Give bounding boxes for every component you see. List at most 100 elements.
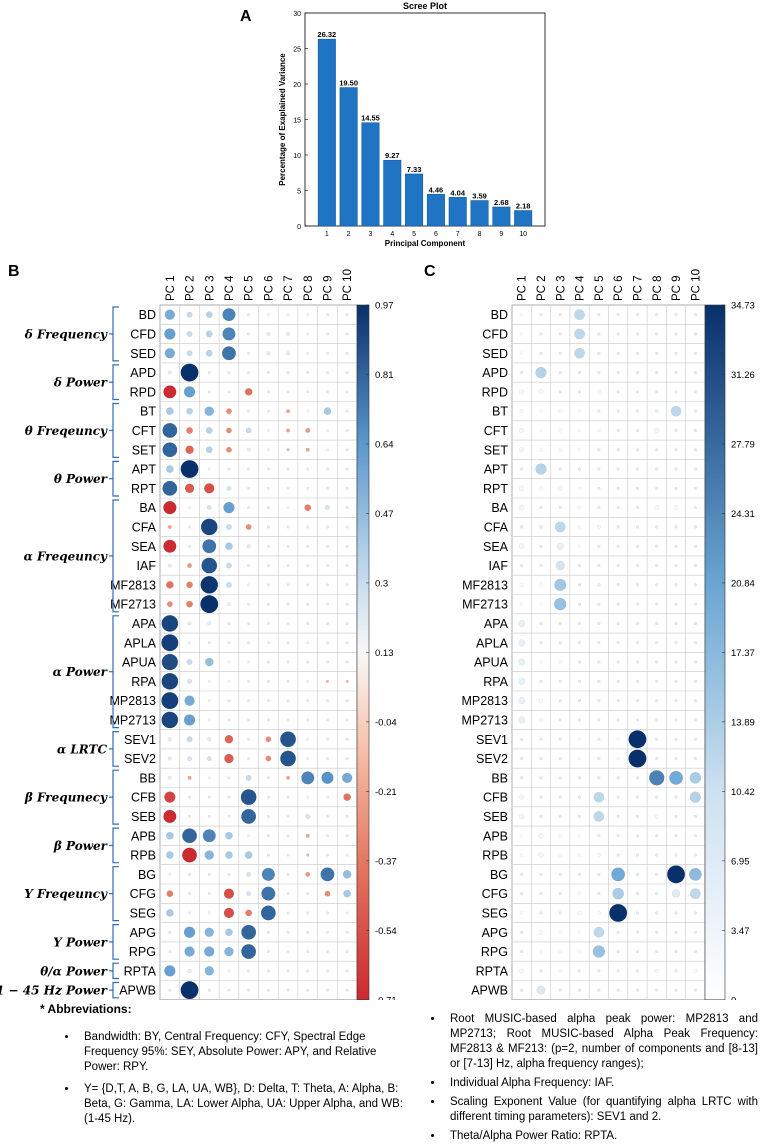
- data-circle: [539, 428, 543, 433]
- data-circle: [519, 853, 524, 857]
- abbreviation-item: Y= {D,T, A, B, G, LA, UA, WB}, D: Delta,…: [78, 1082, 410, 1127]
- data-circle: [518, 716, 526, 724]
- column-label: PC 10: [690, 269, 702, 301]
- data-circle: [325, 486, 329, 490]
- data-circle: [207, 776, 211, 780]
- data-circle: [325, 390, 329, 394]
- data-circle: [635, 660, 640, 664]
- data-circle: [204, 483, 215, 494]
- data-circle: [558, 467, 562, 471]
- bar-value-label: 3.59: [472, 192, 487, 201]
- group-label: θ Power: [54, 472, 109, 486]
- data-circle: [519, 911, 524, 915]
- data-circle: [166, 580, 174, 589]
- data-circle: [655, 390, 659, 394]
- data-circle: [286, 525, 290, 529]
- column-label: PC 9: [322, 275, 334, 301]
- data-circle: [689, 791, 701, 803]
- data-circle: [286, 660, 290, 664]
- data-circle: [161, 634, 179, 652]
- data-circle: [207, 814, 211, 818]
- data-circle: [616, 332, 620, 336]
- data-circle: [227, 988, 231, 992]
- data-circle: [266, 544, 270, 548]
- data-circle: [280, 750, 297, 767]
- colorbar-tick-label: -0.37: [375, 856, 397, 867]
- data-circle: [635, 390, 640, 394]
- row-label: MP2813: [461, 694, 508, 708]
- group-bracket: [112, 731, 119, 767]
- data-circle: [325, 448, 329, 452]
- data-circle: [693, 949, 697, 954]
- abbreviation-item: Theta/Alpha Power Ratio: RPTA.: [444, 1129, 758, 1144]
- data-circle: [265, 736, 272, 743]
- data-circle: [223, 907, 235, 919]
- y-tick-label: 15: [293, 118, 301, 125]
- data-circle: [558, 699, 562, 703]
- data-circle: [518, 543, 525, 550]
- data-circle: [536, 985, 546, 995]
- row-label: APT: [484, 463, 509, 477]
- data-circle: [609, 903, 628, 923]
- data-circle: [245, 774, 252, 781]
- data-circle: [260, 905, 276, 921]
- data-circle: [286, 506, 290, 510]
- data-circle: [247, 486, 251, 490]
- data-circle: [669, 770, 683, 785]
- data-circle: [674, 834, 678, 838]
- data-circle: [577, 949, 582, 954]
- data-circle: [266, 467, 270, 471]
- data-circle: [655, 660, 659, 664]
- data-circle: [655, 313, 659, 317]
- data-circle: [306, 602, 310, 606]
- row-label: BA: [139, 501, 156, 515]
- data-circle: [207, 737, 212, 742]
- row-label: SEB: [483, 810, 508, 824]
- data-circle: [693, 911, 697, 915]
- data-circle: [286, 814, 290, 818]
- data-circle: [616, 313, 620, 317]
- data-circle: [323, 407, 332, 416]
- data-circle: [204, 966, 215, 976]
- data-circle: [577, 891, 582, 896]
- data-circle: [674, 351, 678, 355]
- data-circle: [204, 850, 215, 860]
- data-circle: [188, 892, 192, 896]
- data-circle: [223, 501, 235, 514]
- data-circle: [266, 525, 270, 529]
- y-tick-label: 30: [293, 11, 301, 18]
- group-label: α LRTC: [57, 742, 108, 756]
- data-circle: [616, 679, 620, 683]
- row-label: APLA: [124, 636, 157, 650]
- bar: [317, 38, 336, 227]
- row-label: APWB: [471, 984, 508, 998]
- data-circle: [520, 467, 524, 471]
- data-circle: [616, 930, 620, 934]
- data-circle: [539, 544, 543, 548]
- data-circle: [306, 969, 310, 973]
- data-circle: [616, 988, 620, 992]
- data-circle: [247, 351, 251, 355]
- data-circle: [227, 641, 231, 645]
- row-label: CFG: [130, 887, 156, 901]
- colorbar-tick-label: 17.37: [731, 648, 755, 659]
- data-circle: [163, 539, 177, 553]
- data-circle: [655, 525, 659, 529]
- column-label: PC 4: [224, 275, 236, 301]
- data-circle: [205, 349, 213, 357]
- data-circle: [286, 699, 290, 703]
- data-circle: [693, 583, 697, 587]
- data-circle: [597, 969, 601, 973]
- data-circle: [325, 718, 329, 722]
- data-circle: [325, 699, 329, 703]
- row-label: RPB: [482, 849, 508, 863]
- data-circle: [325, 621, 329, 625]
- data-circle: [162, 480, 178, 496]
- data-circle: [188, 795, 192, 799]
- data-circle: [693, 602, 697, 606]
- row-label: APWB: [119, 984, 156, 998]
- data-circle: [224, 734, 234, 744]
- data-circle: [204, 946, 215, 957]
- data-circle: [184, 946, 195, 957]
- data-circle: [325, 371, 329, 375]
